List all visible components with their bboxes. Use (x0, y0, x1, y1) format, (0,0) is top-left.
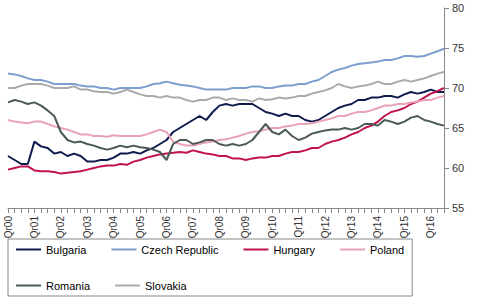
svg-text:Qr00: Qr00 (3, 216, 14, 239)
svg-text:Qr01: Qr01 (29, 216, 40, 239)
svg-text:Qr07: Qr07 (187, 216, 198, 239)
svg-text:Qr13: Qr13 (346, 216, 357, 239)
svg-text:55: 55 (452, 202, 464, 214)
svg-text:Qr09: Qr09 (240, 216, 251, 239)
svg-text:Qr02: Qr02 (55, 216, 66, 239)
svg-text:Qr05: Qr05 (135, 216, 146, 239)
svg-text:65: 65 (452, 122, 464, 134)
svg-text:75: 75 (452, 42, 464, 54)
svg-text:Romania: Romania (46, 280, 91, 292)
svg-text:60: 60 (452, 162, 464, 174)
svg-text:70: 70 (452, 82, 464, 94)
svg-text:Qr08: Qr08 (214, 216, 225, 239)
svg-text:Qr12: Qr12 (320, 216, 331, 239)
svg-text:Slovakia: Slovakia (145, 280, 187, 292)
svg-text:Qr11: Qr11 (293, 216, 304, 238)
svg-text:Qr15: Qr15 (399, 216, 410, 239)
svg-text:Qr14: Qr14 (372, 216, 383, 239)
svg-text:Qr16: Qr16 (425, 216, 436, 239)
svg-text:Qr03: Qr03 (82, 216, 93, 239)
svg-text:Bulgaria: Bulgaria (46, 244, 87, 256)
svg-text:Qr04: Qr04 (108, 216, 119, 239)
svg-text:Qr06: Qr06 (161, 216, 172, 239)
svg-text:Czech Republic: Czech Republic (141, 244, 219, 256)
svg-text:80: 80 (452, 2, 464, 14)
svg-text:Hungary: Hungary (273, 244, 315, 256)
svg-text:Qr10: Qr10 (267, 216, 278, 239)
svg-text:Poland: Poland (370, 244, 404, 256)
